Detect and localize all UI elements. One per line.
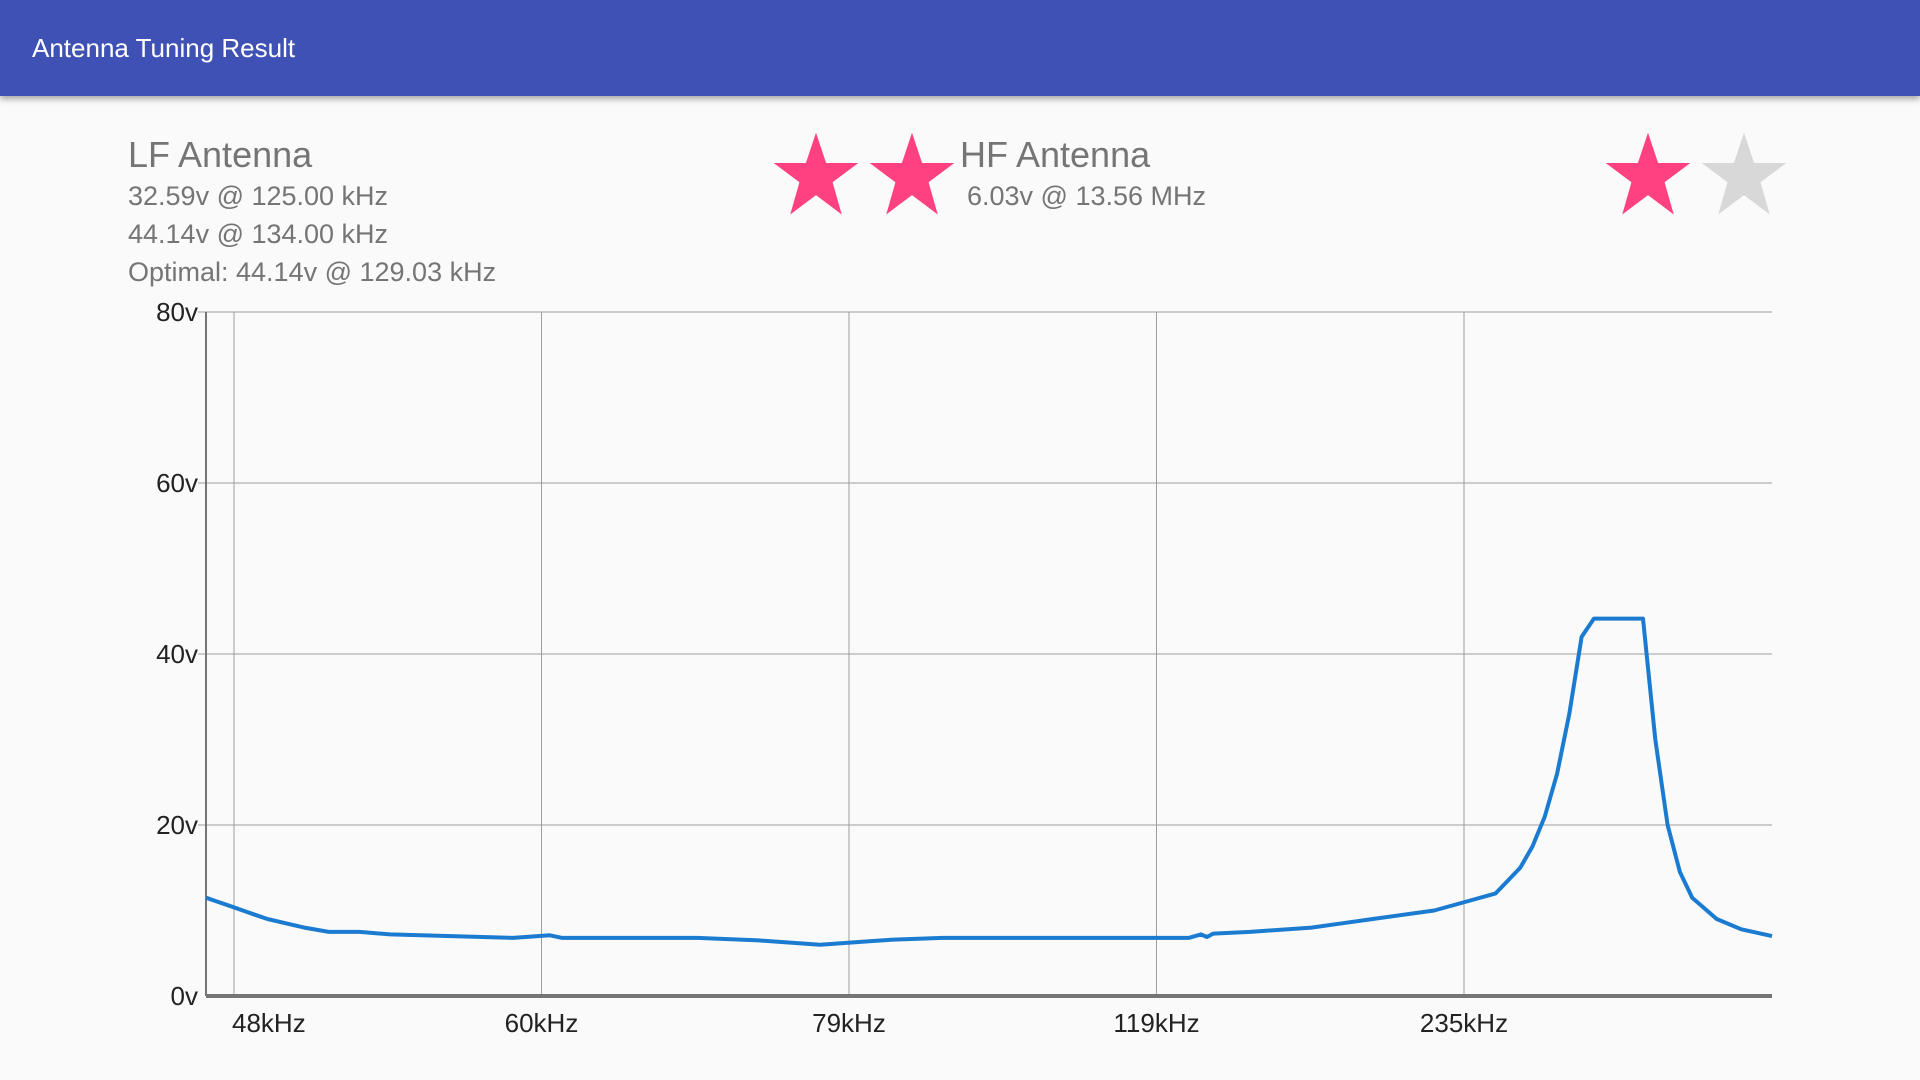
star-icon: [1605, 132, 1691, 215]
star-icon: [1701, 132, 1787, 215]
y-tick-label: 20v: [156, 810, 198, 840]
lf-rating-star-1: [770, 128, 862, 220]
y-tick-label: 0v: [171, 981, 198, 1011]
app-title: Antenna Tuning Result: [32, 32, 296, 63]
y-tick-label: 40v: [156, 639, 198, 669]
hf-rating-star-2: [1698, 128, 1790, 220]
x-tick-label: 119kHz: [1113, 1008, 1199, 1038]
y-tick-label: 80v: [156, 297, 198, 327]
voltage-series-line: [205, 616, 1773, 947]
x-tick-label: 235kHz: [1420, 1008, 1508, 1038]
hf-reading-1: 6.03v @ 13.56 MHz: [967, 181, 1207, 211]
lf-antenna-title: LF Antenna: [128, 134, 313, 175]
x-tick-label: 79kHz: [812, 1008, 886, 1038]
hf-antenna-title: HF Antenna: [960, 134, 1151, 175]
lf-reading-1: 32.59v @ 125.00 kHz: [128, 181, 389, 211]
hf-rating-star-1: [1602, 128, 1694, 220]
star-icon: [773, 132, 859, 215]
app-bar: Antenna Tuning Result: [0, 0, 1920, 96]
lf-optimal-reading: Optimal: 44.14v @ 129.03 kHz: [128, 257, 497, 287]
x-tick-label: 60kHz: [505, 1008, 579, 1038]
star-icon: [869, 132, 955, 215]
lf-rating-star-2: [866, 128, 958, 220]
x-tick-label: 48kHz: [232, 1008, 306, 1038]
voltage-series-tail: [1655, 979, 1772, 996]
lf-reading-2: 44.14v @ 134.00 kHz: [128, 219, 389, 249]
y-tick-label: 60v: [156, 468, 198, 498]
